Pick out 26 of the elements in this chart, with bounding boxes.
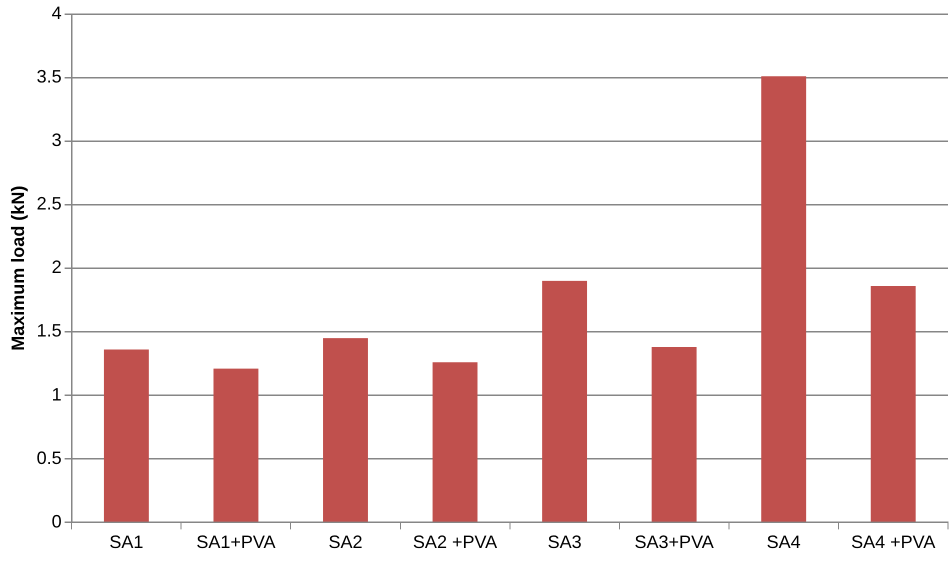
- bar: [761, 76, 806, 522]
- bar: [652, 347, 697, 522]
- y-tick-label: 4: [52, 2, 62, 23]
- y-tick-label: 2.5: [36, 194, 62, 214]
- x-tick-label: SA1: [109, 532, 144, 552]
- y-tick-label: 0: [52, 511, 62, 532]
- bar: [213, 368, 258, 522]
- x-tick-label: SA4: [766, 532, 801, 552]
- x-tick-label: SA4 +PVA: [851, 532, 936, 552]
- x-tick-label: SA3+PVA: [634, 532, 714, 552]
- y-tick-label: 3.5: [36, 66, 62, 87]
- y-tick-label: 0.5: [36, 448, 62, 468]
- y-tick-label: 1.5: [36, 320, 62, 341]
- bar: [323, 338, 368, 522]
- x-tick-label: SA3: [548, 532, 582, 552]
- bar: [104, 350, 149, 522]
- bar: [870, 286, 916, 522]
- x-tick-label: SA1+PVA: [196, 532, 276, 552]
- y-axis-title: Maximum load (kN): [8, 186, 28, 351]
- x-tick-label: SA2: [328, 532, 363, 552]
- y-tick-label: 2: [52, 257, 62, 278]
- y-tick-label: 1: [52, 384, 62, 404]
- y-tick-label: 3: [52, 130, 62, 150]
- bar: [542, 280, 588, 522]
- x-tick-label: SA2 +PVA: [412, 532, 498, 552]
- bar: [432, 362, 478, 522]
